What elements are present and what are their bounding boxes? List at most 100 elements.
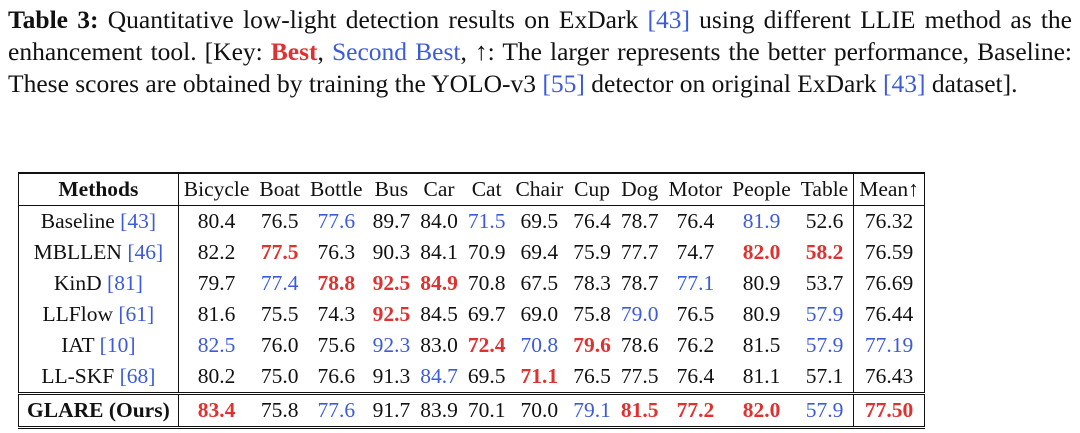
value-cell: 84.7	[420, 364, 458, 388]
value-cell: 71.1	[520, 364, 559, 388]
caption-text: [43]	[647, 5, 690, 34]
value-cell: 82.2	[197, 240, 236, 264]
header-cell: Car	[415, 172, 463, 206]
citation: [61]	[118, 302, 155, 326]
value-cell: 80.2	[197, 364, 236, 388]
value-cell: 91.3	[372, 364, 411, 388]
method-name: LL-SKF	[41, 364, 115, 388]
method-name: GLARE (Ours)	[27, 398, 170, 422]
caption-text: detector on original ExDark	[584, 69, 883, 98]
value-cell: 70.8	[520, 333, 559, 357]
row: LLFlow [61] 81.6 75.5 74.3 92.5 84.5 69.7 69.0 7…	[18, 299, 925, 330]
value-cell: 69.7	[467, 302, 506, 326]
value-cell: 52.6	[805, 209, 844, 233]
method-cell: KinD [81]	[18, 268, 179, 299]
header-cell: Methods	[18, 172, 179, 206]
value-cell: 74.7	[676, 240, 715, 264]
header-cell: Table	[795, 172, 854, 206]
header-cell: Boat	[254, 172, 306, 206]
caption-text: using different LLIE method as the enhan…	[8, 5, 1073, 66]
value-cell: 76.5	[573, 364, 611, 388]
value-cell: 81.5	[742, 333, 781, 357]
value-cell: 74.3	[317, 302, 356, 326]
row: IAT [10] 82.5 76.0 75.6 92.3 83.0 72.4 70.8 79.6…	[18, 330, 925, 361]
method-name: LLFlow	[42, 302, 114, 326]
value-cell: 80.4	[197, 209, 236, 233]
value-cell: 76.43	[853, 361, 925, 394]
value-cell: 57.9	[805, 302, 844, 326]
caption-text: [55]	[542, 69, 585, 98]
value-cell: 57.1	[805, 364, 844, 388]
value-cell: 79.0	[620, 302, 659, 326]
value-cell: 83.9	[415, 392, 463, 429]
value-cell: 76.32	[853, 205, 925, 237]
value-cell: 81.6	[197, 302, 236, 326]
value-cell: 79.7	[197, 271, 236, 295]
header-cell: Bottle	[305, 172, 368, 206]
method-cell: MBLLEN [46]	[18, 237, 179, 268]
method-name: KinD	[53, 271, 102, 295]
value-cell: 76.59	[853, 237, 925, 268]
method-name: Baseline	[40, 209, 115, 233]
value-cell: 71.5	[467, 209, 506, 233]
value-cell: 75.6	[317, 333, 356, 357]
caption-text: ,	[317, 37, 332, 66]
caption-text: Second Best	[331, 37, 461, 66]
method-name: MBLLEN	[33, 240, 122, 264]
value-cell: 78.7	[620, 209, 659, 233]
header-cell: Bus	[367, 172, 416, 206]
value-cell: 75.8	[573, 302, 611, 326]
value-cell: 77.7	[620, 240, 659, 264]
value-cell: 78.3	[573, 271, 611, 295]
caption-text: dataset].	[925, 69, 1018, 98]
header-row: Methods Bicycle Boat Bottle Bus Car Cat Chair Cu…	[18, 172, 925, 206]
value-cell: 82.0	[727, 392, 796, 429]
value-cell: 76.5	[676, 302, 715, 326]
value-cell: 77.6	[317, 209, 356, 233]
value-cell: 92.3	[372, 333, 411, 357]
value-cell: 77.5	[260, 240, 299, 264]
value-cell: 92.5	[372, 302, 411, 326]
value-cell: 78.6	[620, 333, 659, 357]
header-cell: Mean↑	[853, 172, 925, 206]
caption-text: [43]	[882, 69, 926, 98]
value-cell: 76.4	[573, 209, 611, 233]
value-cell: 69.5	[520, 209, 559, 233]
value-cell: 76.2	[676, 333, 715, 357]
value-cell: 77.19	[853, 330, 925, 361]
value-cell: 72.4	[467, 333, 506, 357]
value-cell: 91.7	[367, 392, 416, 429]
caption-text: , ↑: The larger represents the better pe…	[8, 37, 1072, 98]
value-cell: 84.1	[420, 240, 458, 264]
method-cell: LLFlow [61]	[18, 299, 179, 330]
value-cell: 79.6	[573, 333, 611, 357]
value-cell: 79.1	[568, 392, 616, 429]
method-cell: Baseline [43]	[18, 205, 179, 237]
value-cell: 84.0	[420, 209, 458, 233]
value-cell: 69.4	[520, 240, 559, 264]
header-cell: Chair	[510, 172, 569, 206]
row: KinD [81] 79.7 77.4 78.8 92.5 84.9 70.8 67.5 78.…	[18, 268, 925, 299]
value-cell: 70.8	[467, 271, 506, 295]
value-cell: 76.3	[317, 240, 356, 264]
value-cell: 81.1	[742, 364, 781, 388]
value-cell: 84.5	[420, 302, 458, 326]
value-cell: 76.5	[260, 209, 299, 233]
value-cell: 78.7	[620, 271, 659, 295]
value-cell: 77.2	[663, 392, 728, 429]
value-cell: 82.0	[742, 240, 781, 264]
value-cell: 77.4	[260, 271, 299, 295]
method-name: IAT	[61, 333, 95, 357]
row: GLARE (Ours) 83.4 75.8 77.6 91.7 83.9 70.1 70.0…	[18, 392, 925, 429]
value-cell: 77.50	[853, 392, 925, 429]
value-cell: 81.9	[742, 209, 781, 233]
value-cell: 89.7	[372, 209, 411, 233]
citation: [81]	[107, 271, 143, 295]
value-cell: 78.8	[317, 271, 356, 295]
value-cell: 76.4	[676, 364, 715, 388]
header-cell: People	[727, 172, 796, 206]
value-cell: 76.0	[260, 333, 299, 357]
value-cell: 70.1	[462, 392, 511, 429]
header-cell: Motor	[663, 172, 728, 206]
